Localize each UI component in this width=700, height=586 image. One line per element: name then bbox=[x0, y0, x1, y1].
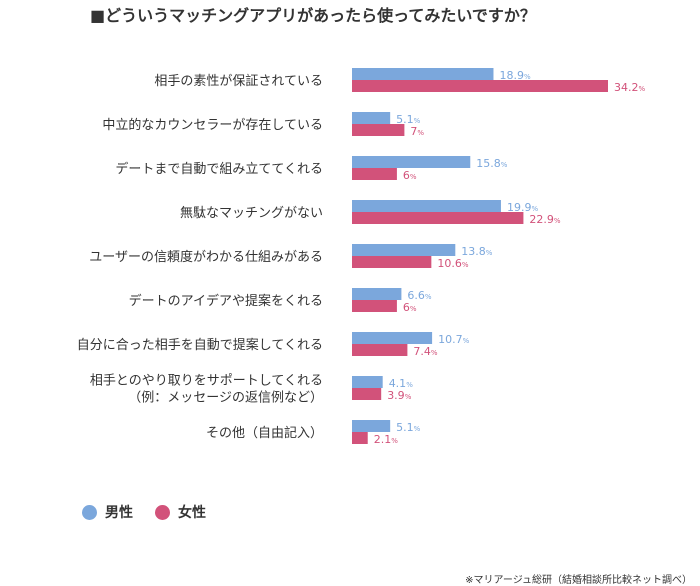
data-label: 6% bbox=[403, 301, 417, 314]
category-label: デートまで自動で組み立ててくれる bbox=[115, 161, 323, 177]
legend-swatch-female bbox=[155, 504, 170, 520]
category-label: 相手とのやり取りをサポートしてくれる bbox=[90, 374, 323, 389]
bar-male bbox=[352, 244, 456, 256]
data-label: 5.1% bbox=[396, 421, 421, 434]
data-label: 22.9% bbox=[529, 213, 561, 226]
bar-male bbox=[352, 376, 383, 388]
data-label: 10.7% bbox=[438, 333, 470, 346]
legend: 男性 女性 bbox=[82, 502, 206, 522]
data-label: 18.9% bbox=[499, 69, 531, 82]
legend-label-female: 女性 bbox=[178, 505, 206, 521]
bar-male bbox=[352, 156, 471, 168]
data-label: 6% bbox=[403, 169, 417, 182]
legend-swatch-male bbox=[82, 504, 97, 520]
legend-label-male: 男性 bbox=[105, 505, 133, 521]
data-label: 2.1% bbox=[374, 433, 399, 446]
bar-female bbox=[352, 300, 397, 312]
category-label: 無駄なマッチングがない bbox=[180, 206, 323, 221]
bar-male bbox=[352, 288, 402, 300]
data-label: 7% bbox=[410, 125, 424, 138]
data-label: 15.8% bbox=[476, 157, 508, 170]
bar-male bbox=[352, 420, 391, 432]
data-label: 5.1% bbox=[396, 113, 421, 126]
data-label: 13.8% bbox=[461, 245, 493, 258]
data-label: 3.9% bbox=[387, 389, 412, 402]
bar-chart: 相手の素性が保証されている 18.9% 34.2% 中立的なカウンセラーが存在している… bbox=[77, 68, 646, 446]
chart-title: ■どういうマッチングアプリがあったら使ってみたいですか？ bbox=[90, 6, 536, 25]
legend-item-male: 男性 bbox=[82, 502, 133, 522]
category-label: 自分に合った相手を自動で提案してくれる bbox=[77, 337, 323, 353]
category-label: ユーザーの信頼度がわかる仕組みがある bbox=[89, 249, 323, 265]
category-label: （例：メッセージの返信例など） bbox=[128, 391, 323, 406]
data-label: 4.1% bbox=[389, 377, 414, 390]
bar-female bbox=[352, 256, 432, 268]
category-label: 中立的なカウンセラーが存在している bbox=[102, 117, 323, 133]
category-label: その他（自由記入） bbox=[206, 425, 323, 441]
bar-female bbox=[352, 212, 524, 224]
data-label: 10.6% bbox=[437, 257, 469, 270]
data-label: 19.9% bbox=[507, 201, 539, 214]
bar-female bbox=[352, 344, 408, 356]
bar-female bbox=[352, 432, 368, 444]
bar-female bbox=[352, 388, 382, 400]
bar-female bbox=[352, 168, 397, 180]
bar-male bbox=[352, 68, 494, 80]
data-label: 7.4% bbox=[413, 345, 438, 358]
bar-male bbox=[352, 332, 433, 344]
bar-male bbox=[352, 112, 391, 124]
source-note: ※マリアージュ総研（結婚相談所比較ネット調べ） bbox=[465, 575, 692, 586]
bar-male bbox=[352, 200, 501, 212]
data-label: 6.6% bbox=[407, 289, 432, 302]
bar-female bbox=[352, 124, 405, 136]
data-label: 34.2% bbox=[614, 81, 646, 94]
category-label: デートのアイデアや提案をくれる bbox=[129, 293, 323, 309]
bar-female bbox=[352, 80, 608, 92]
category-label: 相手の素性が保証されている bbox=[154, 74, 323, 89]
legend-item-female: 女性 bbox=[155, 502, 206, 522]
